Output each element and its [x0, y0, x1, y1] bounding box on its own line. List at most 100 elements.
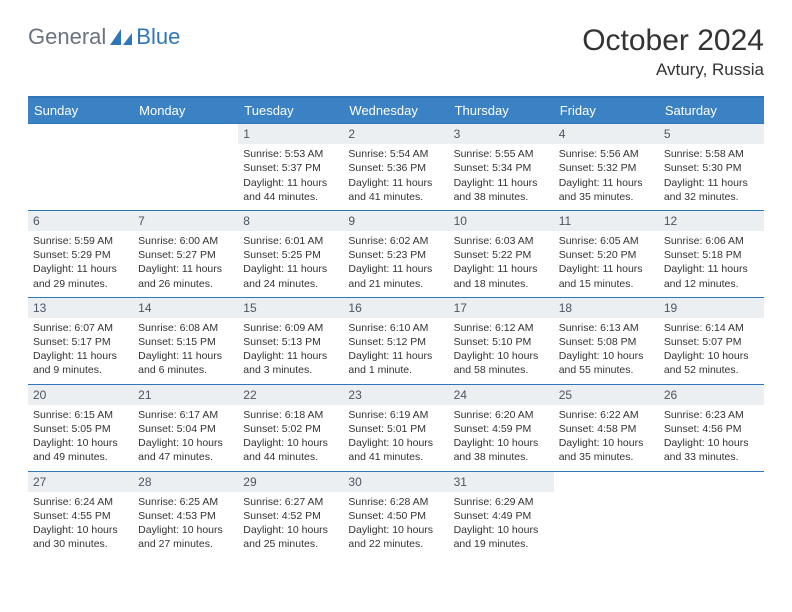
day-cell	[28, 124, 133, 210]
detail-line: Sunset: 5:08 PM	[559, 335, 654, 349]
detail-line: Sunrise: 5:53 AM	[243, 147, 338, 161]
title-area: October 2024 Avtury, Russia	[582, 24, 764, 80]
detail-line: Daylight: 11 hours	[559, 176, 654, 190]
day-details: Sunrise: 5:59 AMSunset: 5:29 PMDaylight:…	[28, 231, 133, 297]
day-cell: 17Sunrise: 6:12 AMSunset: 5:10 PMDayligh…	[449, 298, 554, 384]
day-cell: 25Sunrise: 6:22 AMSunset: 4:58 PMDayligh…	[554, 385, 659, 471]
detail-line: Sunset: 4:56 PM	[664, 422, 759, 436]
detail-line: and 29 minutes.	[33, 277, 128, 291]
day-cell: 30Sunrise: 6:28 AMSunset: 4:50 PMDayligh…	[343, 472, 448, 558]
day-number: 2	[343, 124, 448, 144]
detail-line: Sunrise: 6:17 AM	[138, 408, 233, 422]
detail-line: Sunset: 5:01 PM	[348, 422, 443, 436]
week-row: 27Sunrise: 6:24 AMSunset: 4:55 PMDayligh…	[28, 471, 764, 558]
detail-line: Sunrise: 6:07 AM	[33, 321, 128, 335]
day-cell: 21Sunrise: 6:17 AMSunset: 5:04 PMDayligh…	[133, 385, 238, 471]
detail-line: Sunrise: 6:12 AM	[454, 321, 549, 335]
detail-line: Daylight: 11 hours	[138, 262, 233, 276]
detail-line: Daylight: 10 hours	[138, 523, 233, 537]
day-number: 19	[659, 298, 764, 318]
detail-line: Daylight: 11 hours	[454, 262, 549, 276]
day-details: Sunrise: 6:15 AMSunset: 5:05 PMDaylight:…	[28, 405, 133, 471]
day-number: 3	[449, 124, 554, 144]
week-row: 6Sunrise: 5:59 AMSunset: 5:29 PMDaylight…	[28, 210, 764, 297]
detail-line: Daylight: 10 hours	[454, 349, 549, 363]
day-details: Sunrise: 6:09 AMSunset: 5:13 PMDaylight:…	[238, 318, 343, 384]
day-header: Friday	[554, 98, 659, 123]
detail-line: Sunset: 5:23 PM	[348, 248, 443, 262]
detail-line: Sunset: 5:05 PM	[33, 422, 128, 436]
detail-line: Sunrise: 6:06 AM	[664, 234, 759, 248]
logo-sail-icon	[108, 27, 134, 47]
detail-line: Daylight: 10 hours	[348, 523, 443, 537]
day-cell: 7Sunrise: 6:00 AMSunset: 5:27 PMDaylight…	[133, 211, 238, 297]
detail-line: Sunrise: 6:00 AM	[138, 234, 233, 248]
detail-line: Daylight: 10 hours	[454, 523, 549, 537]
day-cell: 28Sunrise: 6:25 AMSunset: 4:53 PMDayligh…	[133, 472, 238, 558]
day-cell: 22Sunrise: 6:18 AMSunset: 5:02 PMDayligh…	[238, 385, 343, 471]
day-cell: 24Sunrise: 6:20 AMSunset: 4:59 PMDayligh…	[449, 385, 554, 471]
detail-line: and 32 minutes.	[664, 190, 759, 204]
detail-line: Daylight: 10 hours	[559, 436, 654, 450]
day-number: 21	[133, 385, 238, 405]
day-details: Sunrise: 6:14 AMSunset: 5:07 PMDaylight:…	[659, 318, 764, 384]
detail-line: Sunrise: 6:05 AM	[559, 234, 654, 248]
detail-line: and 44 minutes.	[243, 450, 338, 464]
day-details: Sunrise: 5:54 AMSunset: 5:36 PMDaylight:…	[343, 144, 448, 210]
day-cell	[659, 472, 764, 558]
detail-line: Sunset: 5:36 PM	[348, 161, 443, 175]
calendar: Sunday Monday Tuesday Wednesday Thursday…	[28, 96, 764, 557]
day-cell: 1Sunrise: 5:53 AMSunset: 5:37 PMDaylight…	[238, 124, 343, 210]
day-details: Sunrise: 6:05 AMSunset: 5:20 PMDaylight:…	[554, 231, 659, 297]
day-details: Sunrise: 6:29 AMSunset: 4:49 PMDaylight:…	[449, 492, 554, 558]
detail-line: Sunrise: 6:29 AM	[454, 495, 549, 509]
day-header: Wednesday	[343, 98, 448, 123]
detail-line: Sunrise: 6:15 AM	[33, 408, 128, 422]
detail-line: Sunrise: 5:55 AM	[454, 147, 549, 161]
day-number: 7	[133, 211, 238, 231]
detail-line: and 44 minutes.	[243, 190, 338, 204]
detail-line: and 55 minutes.	[559, 363, 654, 377]
detail-line: Sunset: 5:30 PM	[664, 161, 759, 175]
day-number: 28	[133, 472, 238, 492]
detail-line: Sunrise: 6:14 AM	[664, 321, 759, 335]
detail-line: Daylight: 10 hours	[559, 349, 654, 363]
detail-line: and 21 minutes.	[348, 277, 443, 291]
detail-line: Sunset: 5:12 PM	[348, 335, 443, 349]
detail-line: Daylight: 11 hours	[454, 176, 549, 190]
day-number: 24	[449, 385, 554, 405]
detail-line: Sunset: 5:17 PM	[33, 335, 128, 349]
detail-line: Sunrise: 6:01 AM	[243, 234, 338, 248]
detail-line: Daylight: 11 hours	[664, 176, 759, 190]
detail-line: Daylight: 10 hours	[33, 523, 128, 537]
detail-line: Daylight: 10 hours	[33, 436, 128, 450]
day-cell	[554, 472, 659, 558]
detail-line: and 49 minutes.	[33, 450, 128, 464]
detail-line: Sunrise: 6:24 AM	[33, 495, 128, 509]
detail-line: Daylight: 10 hours	[243, 436, 338, 450]
day-number: 20	[28, 385, 133, 405]
day-cell: 16Sunrise: 6:10 AMSunset: 5:12 PMDayligh…	[343, 298, 448, 384]
day-details: Sunrise: 6:00 AMSunset: 5:27 PMDaylight:…	[133, 231, 238, 297]
detail-line: and 35 minutes.	[559, 190, 654, 204]
day-cell: 13Sunrise: 6:07 AMSunset: 5:17 PMDayligh…	[28, 298, 133, 384]
day-number: 4	[554, 124, 659, 144]
day-cell: 5Sunrise: 5:58 AMSunset: 5:30 PMDaylight…	[659, 124, 764, 210]
detail-line: Sunset: 5:27 PM	[138, 248, 233, 262]
day-number: 9	[343, 211, 448, 231]
day-header: Saturday	[659, 98, 764, 123]
day-details: Sunrise: 5:58 AMSunset: 5:30 PMDaylight:…	[659, 144, 764, 210]
day-details: Sunrise: 5:56 AMSunset: 5:32 PMDaylight:…	[554, 144, 659, 210]
day-details: Sunrise: 6:19 AMSunset: 5:01 PMDaylight:…	[343, 405, 448, 471]
day-number: 26	[659, 385, 764, 405]
day-details: Sunrise: 6:06 AMSunset: 5:18 PMDaylight:…	[659, 231, 764, 297]
day-number: 30	[343, 472, 448, 492]
detail-line: Daylight: 10 hours	[454, 436, 549, 450]
day-cell: 14Sunrise: 6:08 AMSunset: 5:15 PMDayligh…	[133, 298, 238, 384]
day-details: Sunrise: 6:13 AMSunset: 5:08 PMDaylight:…	[554, 318, 659, 384]
day-number: 31	[449, 472, 554, 492]
day-details: Sunrise: 6:23 AMSunset: 4:56 PMDaylight:…	[659, 405, 764, 471]
detail-line: Daylight: 11 hours	[348, 176, 443, 190]
detail-line: Daylight: 11 hours	[243, 262, 338, 276]
day-cell: 11Sunrise: 6:05 AMSunset: 5:20 PMDayligh…	[554, 211, 659, 297]
